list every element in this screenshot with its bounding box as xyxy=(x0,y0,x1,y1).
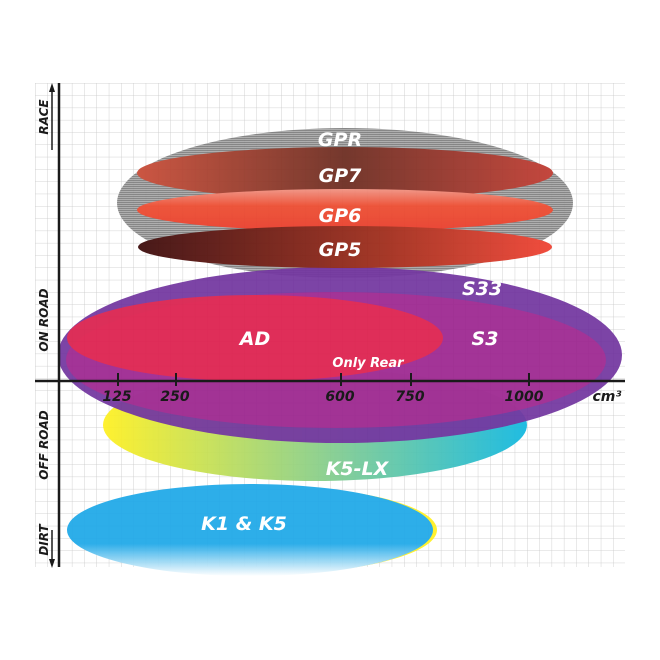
y-label-off-road: OFF ROAD xyxy=(37,410,51,480)
label-only-rear: Only Rear xyxy=(332,356,405,371)
label-s3: S3 xyxy=(472,328,499,350)
tire-area-ad xyxy=(67,295,443,381)
x-tick-label: 1000 xyxy=(505,389,544,405)
y-label-race: RACE xyxy=(37,99,51,135)
arrow-down-icon xyxy=(49,559,55,568)
arrow-up-icon xyxy=(49,83,55,92)
label-gp6: GP6 xyxy=(319,205,362,227)
label-s33: S33 xyxy=(462,278,502,300)
x-tick-label: 250 xyxy=(160,389,189,405)
label-gp7: GP7 xyxy=(319,165,363,187)
x-tick-marks xyxy=(117,373,530,386)
x-tick-label: 600 xyxy=(325,389,354,405)
label-k1-k5: K1 & K5 xyxy=(201,513,287,535)
label-ad: AD xyxy=(238,328,270,350)
tire-area-k1-k5 xyxy=(67,484,433,576)
tire-area-gp6 xyxy=(137,189,553,231)
y-label-dirt: DIRT xyxy=(37,524,51,556)
label-gp5: GP5 xyxy=(319,239,362,261)
tire-area-gp5 xyxy=(138,226,552,268)
x-axis-unit: cm³ xyxy=(592,389,621,405)
x-tick-label: 750 xyxy=(395,389,424,405)
y-label-on-road: ON ROAD xyxy=(37,288,51,351)
label-k5-lx: K5-LX xyxy=(326,458,390,480)
label-gpr: GPR xyxy=(318,129,362,151)
x-tick-label: 125 xyxy=(102,389,131,405)
tire-area-gp7 xyxy=(137,147,553,199)
